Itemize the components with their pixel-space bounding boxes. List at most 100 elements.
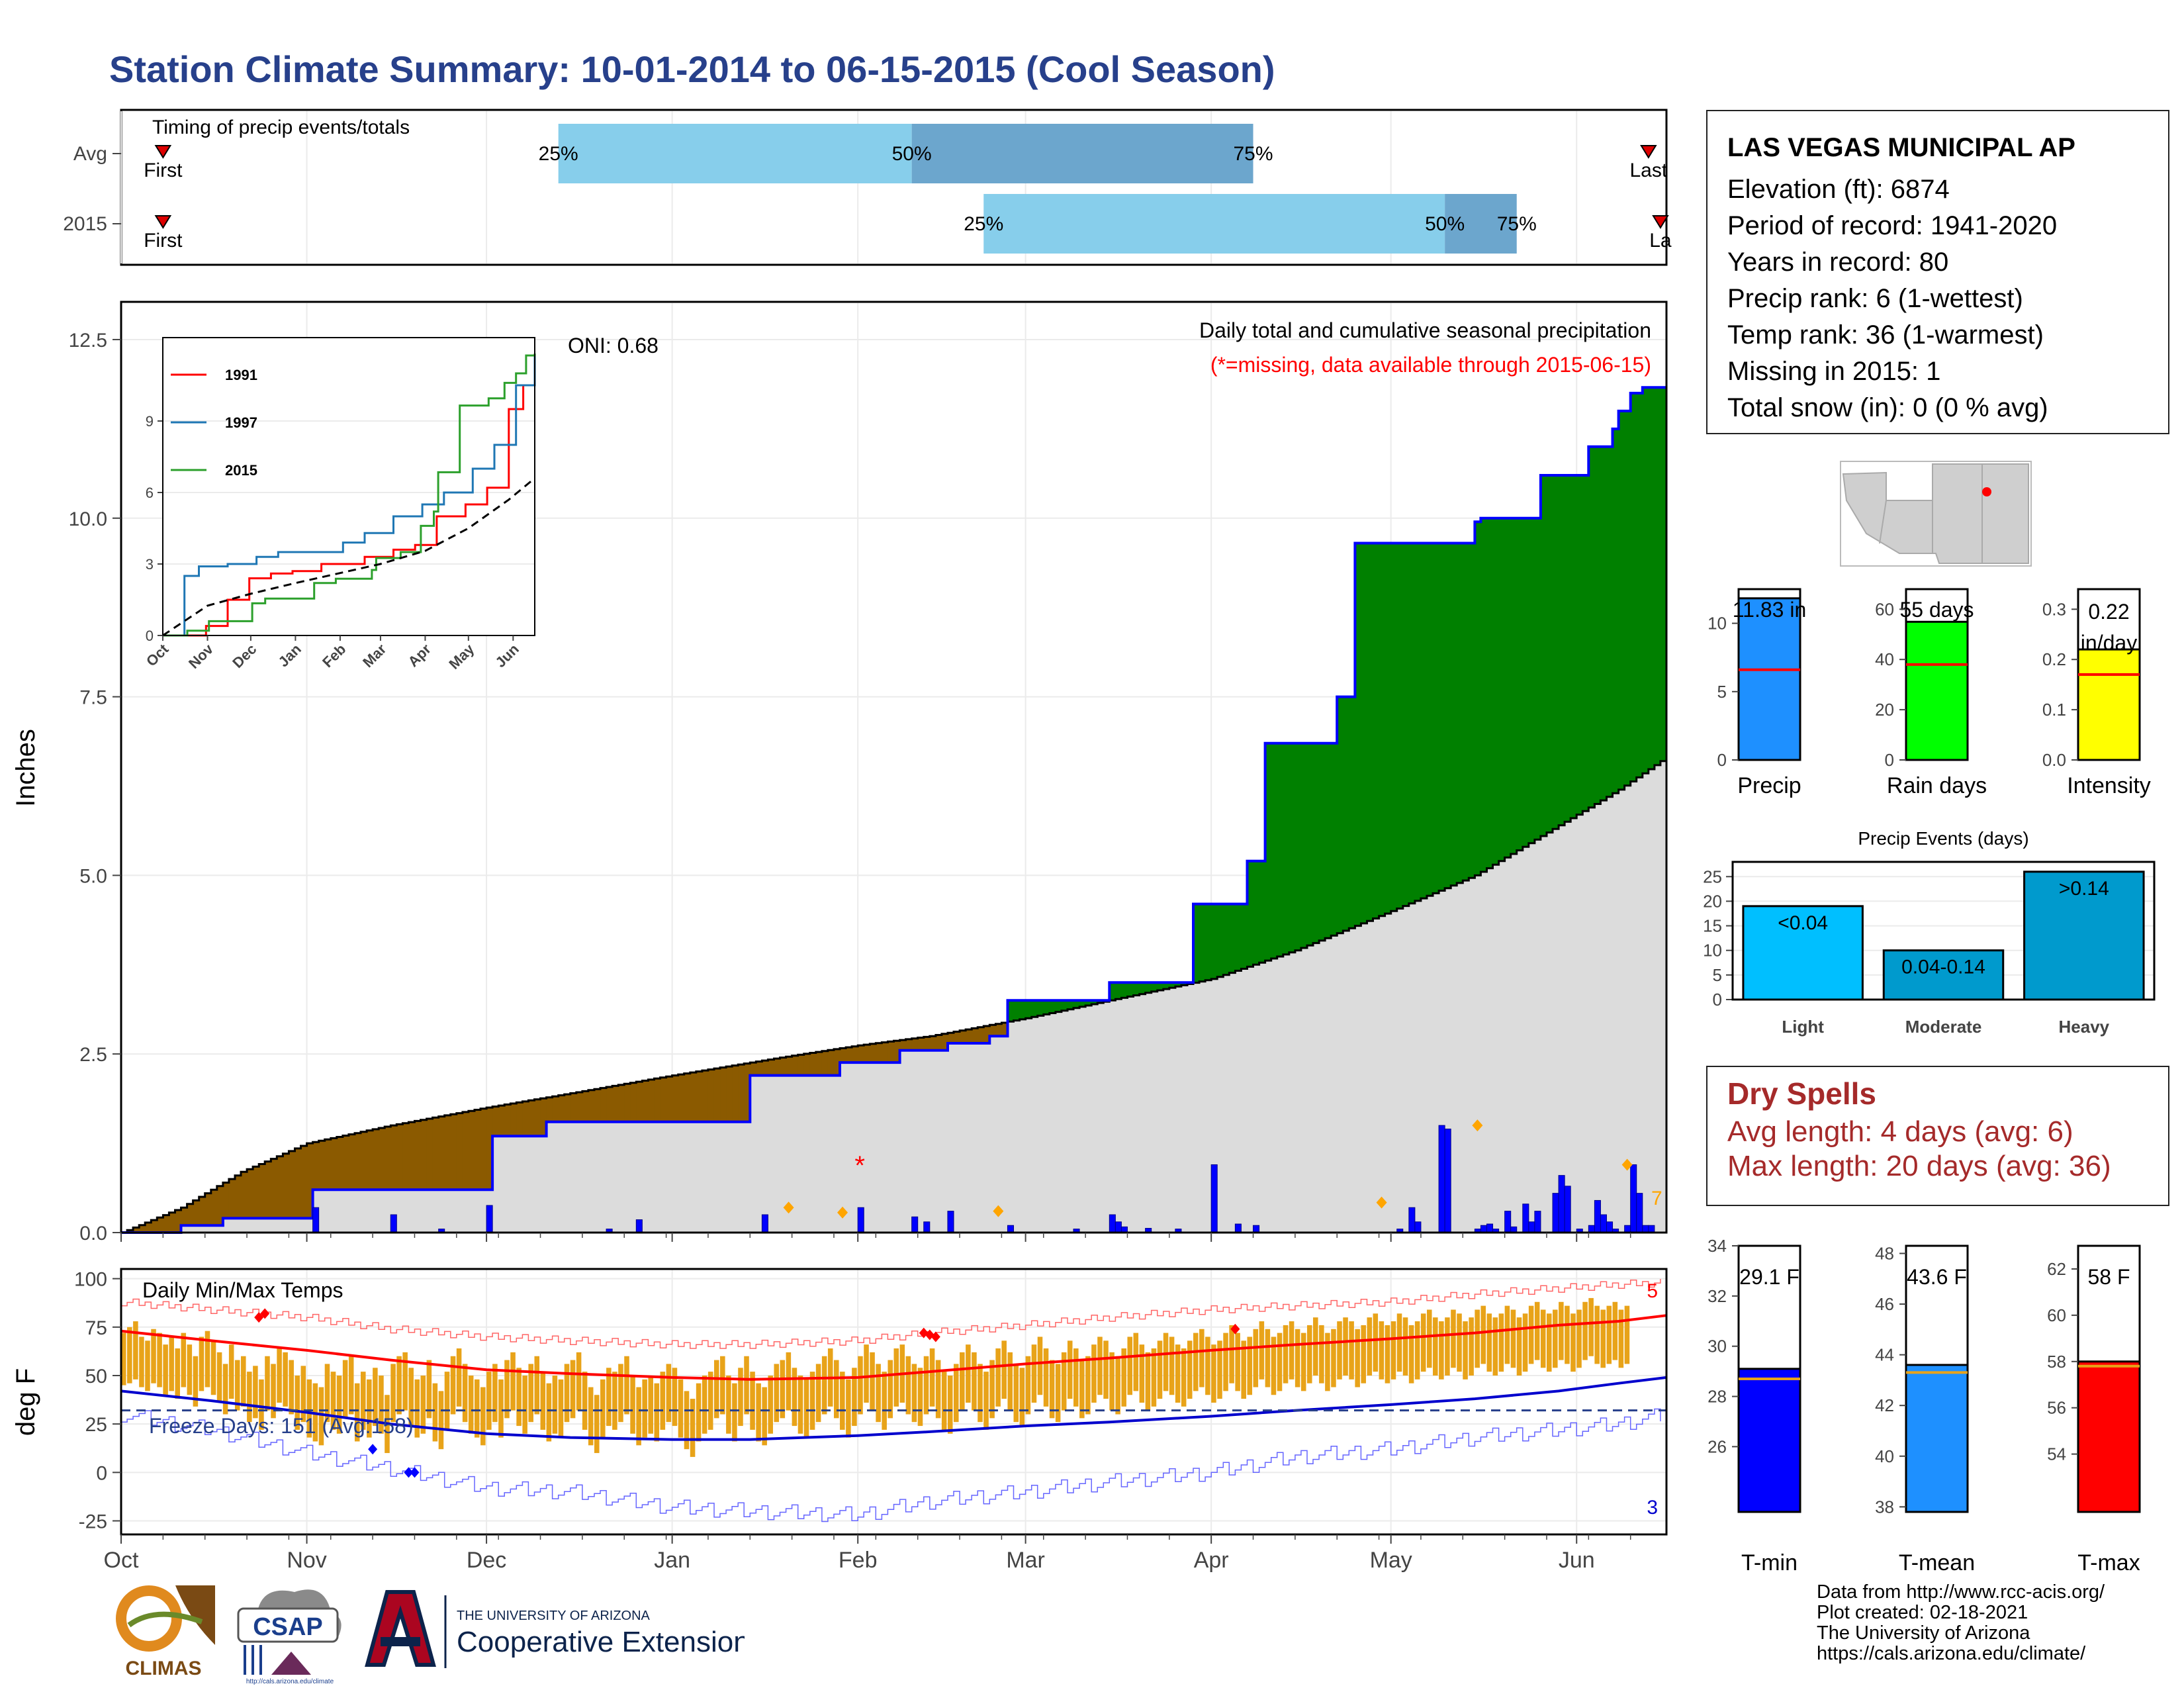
- precip-below-avg-fill: [870, 1043, 876, 1063]
- precip-below-avg-fill: [277, 1156, 283, 1219]
- precip-ytick-label: 10.0: [69, 508, 107, 530]
- precip-below-avg-fill: [594, 1089, 601, 1122]
- precip-max-marker: [1376, 1196, 1387, 1209]
- precip-above-avg-fill: [1049, 1000, 1056, 1013]
- temp-daily-bar: [666, 1364, 672, 1423]
- precip-avg-fill: [1079, 1006, 1086, 1233]
- precip-avg-fill: [660, 1121, 667, 1233]
- temp-daily-bar: [420, 1375, 426, 1434]
- precip-avg-fill: [432, 1190, 439, 1233]
- precip-daily-bar: [1564, 1186, 1571, 1233]
- precip-avg-fill: [361, 1190, 367, 1233]
- temp-daily-bar: [151, 1329, 156, 1383]
- temp-daily-bar: [1343, 1317, 1348, 1376]
- precip-above-avg-fill: [1504, 518, 1512, 858]
- precip-below-avg-fill: [385, 1127, 391, 1190]
- precip-avg-fill: [786, 1075, 793, 1233]
- temp-daily-bar: [1325, 1333, 1330, 1391]
- precip-below-avg-fill: [133, 1227, 140, 1233]
- temp-daily-bar: [1025, 1356, 1031, 1415]
- summary-bar-value-label: 43.6 F: [1907, 1265, 1967, 1289]
- precip-avg-fill: [1007, 1021, 1015, 1233]
- precip-below-avg-fill: [456, 1113, 463, 1190]
- precip-avg-fill: [558, 1121, 565, 1233]
- precip-avg-fill: [1606, 796, 1614, 1233]
- precip-below-avg-fill: [540, 1098, 547, 1137]
- precip-below-avg-fill: [528, 1100, 535, 1137]
- summary-bar-ytick-label: 30: [1707, 1336, 1727, 1356]
- timing-label-50: 50%: [1425, 213, 1465, 235]
- temp-daily-bar: [630, 1375, 635, 1434]
- precip-above-avg-fill: [1451, 543, 1457, 886]
- precip-avg-fill: [1528, 843, 1535, 1233]
- summary-bar-value: [1905, 1364, 1969, 1513]
- temp-daily-bar: [947, 1375, 953, 1434]
- precip-daily-bar: [1438, 1125, 1445, 1233]
- precip-events-ytick-label: 10: [1703, 941, 1722, 961]
- temp-daily-bar: [361, 1372, 366, 1430]
- precip-above-avg-fill: [1151, 982, 1158, 992]
- precip-avg-fill: [899, 1050, 907, 1233]
- precip-avg-fill: [456, 1190, 463, 1233]
- precip-below-avg-fill: [887, 1041, 895, 1063]
- precip-avg-fill: [1594, 804, 1602, 1233]
- temp-daily-bar: [876, 1364, 881, 1423]
- precip-above-avg-fill: [1576, 475, 1583, 815]
- precip-above-avg-fill: [1648, 387, 1655, 770]
- precip-avg-fill: [498, 1136, 505, 1233]
- precip-above-avg-fill: [1396, 543, 1404, 909]
- precip-below-avg-fill: [750, 1062, 756, 1076]
- temp-daily-bar: [696, 1383, 702, 1442]
- temp-daily-bar: [1247, 1336, 1253, 1395]
- precip-avg-fill: [960, 1043, 966, 1233]
- precip-below-avg-fill: [947, 1033, 954, 1044]
- precip-avg-fill: [1492, 865, 1500, 1233]
- temp-daily-bar: [929, 1348, 935, 1407]
- precip-below-avg-fill: [408, 1122, 416, 1190]
- temp-daily-bar: [1169, 1336, 1175, 1395]
- precip-avg-fill: [396, 1190, 403, 1233]
- precip-daily-bar: [1234, 1223, 1242, 1233]
- precip-max-marker: [993, 1205, 1004, 1217]
- temp-daily-bar: [1486, 1313, 1492, 1372]
- precip-below-avg-fill: [606, 1087, 613, 1122]
- precip-avg-fill: [1396, 908, 1404, 1233]
- precip-avg-fill: [690, 1121, 697, 1233]
- precip-avg-fill: [300, 1218, 308, 1233]
- precip-avg-fill: [983, 1043, 990, 1233]
- precip-above-avg-fill: [1385, 543, 1392, 914]
- temp-daily-bar: [1193, 1333, 1199, 1391]
- precip-above-avg-fill: [1540, 475, 1547, 837]
- precip-below-avg-fill: [420, 1119, 428, 1190]
- precip-avg-fill: [1414, 900, 1422, 1233]
- temp-daily-bar: [295, 1375, 300, 1430]
- precip-below-avg-fill: [911, 1038, 919, 1051]
- timing-last-marker: [1640, 145, 1657, 159]
- temp-daily-bar: [1420, 1313, 1426, 1372]
- temp-daily-bar: [1396, 1313, 1402, 1372]
- precip-daily-bar: [1606, 1221, 1614, 1233]
- precip-oni-label: ONI: 0.68: [568, 334, 659, 357]
- temp-daily-bar: [935, 1360, 941, 1419]
- precip-above-avg-fill: [1157, 982, 1164, 991]
- temp-daily-bar: [139, 1336, 144, 1387]
- precip-avg-fill: [205, 1225, 212, 1233]
- temp-daily-bar: [648, 1375, 653, 1434]
- precip-avg-fill: [1127, 996, 1134, 1233]
- temp-daily-bar: [606, 1368, 612, 1427]
- precip-events-xlabel: Heavy: [2059, 1017, 2110, 1037]
- precip-below-avg-fill: [312, 1142, 320, 1190]
- precip-above-avg-fill: [1588, 446, 1595, 808]
- temp-record-low-line: [121, 1408, 1661, 1523]
- precip-avg-fill: [367, 1190, 373, 1233]
- summary-bar-value-label2: in/day: [2081, 631, 2137, 655]
- summary-bar-xlabel: T-max: [2077, 1550, 2140, 1575]
- precip-below-avg-fill: [570, 1093, 577, 1122]
- timing-first-marker: [154, 215, 172, 229]
- precip-daily-bar: [312, 1207, 320, 1233]
- precip-avg-fill: [744, 1121, 751, 1233]
- precip-above-avg-fill: [1289, 743, 1296, 953]
- precip-daily-bar: [1007, 1225, 1015, 1233]
- precip-avg-fill: [972, 1043, 978, 1233]
- precip-avg-fill: [762, 1075, 769, 1233]
